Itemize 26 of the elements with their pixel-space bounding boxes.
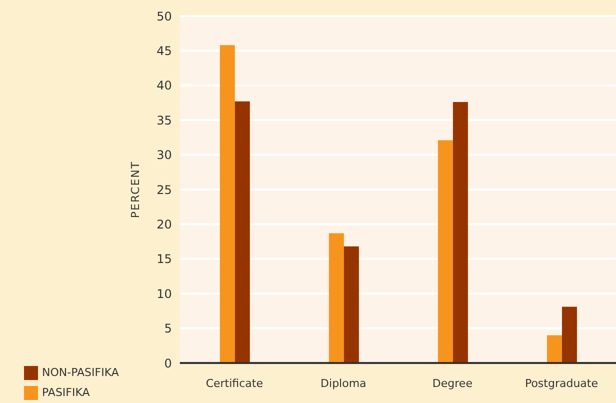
- y-tick-label: 50: [156, 9, 172, 24]
- y-tick-label: 45: [156, 44, 172, 58]
- legend-label: NON-PASIFIKA: [42, 366, 119, 379]
- y-tick-label: 0: [164, 356, 172, 370]
- y-tick-label: 35: [156, 113, 172, 128]
- x-tick-label: Degree: [432, 376, 473, 390]
- y-axis-title: PERCENT: [128, 160, 142, 218]
- bar: [234, 101, 250, 363]
- y-tick-label: 20: [156, 217, 172, 232]
- bar: [546, 335, 562, 363]
- x-tick-label: Diploma: [320, 376, 366, 390]
- y-tick-label: 25: [156, 182, 172, 197]
- bar: [438, 140, 453, 363]
- y-tick-label: 40: [156, 78, 172, 93]
- y-tick-label: 10: [156, 286, 172, 301]
- bar: [344, 246, 359, 363]
- y-tick-label: 15: [156, 252, 172, 266]
- x-tick-label: Certificate: [206, 376, 264, 390]
- bar: [220, 45, 235, 363]
- bar: [328, 233, 344, 363]
- y-tick-label: 30: [156, 148, 172, 162]
- y-tick-label: 5: [164, 322, 172, 336]
- x-tick-label: Postgraduate: [524, 376, 598, 390]
- bar: [562, 306, 577, 363]
- legend-label: PASIFIKA: [42, 386, 90, 399]
- bar: [452, 102, 468, 363]
